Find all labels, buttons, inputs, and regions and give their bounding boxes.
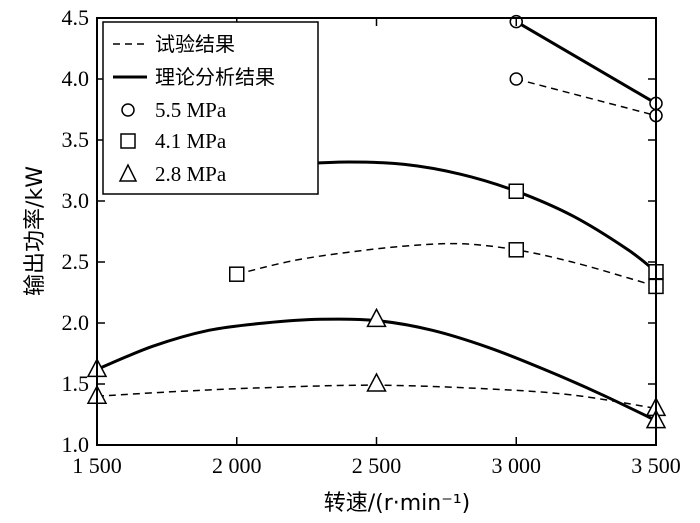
y-tick-label: 4.0 [62, 66, 90, 91]
data-point-circle-0-0 [509, 72, 523, 86]
legend-triangle-marker [118, 163, 138, 182]
legend-experimental-label: 试验结果 [155, 32, 235, 56]
legend-p41-label: 4.1 MPa [155, 129, 227, 153]
legend: 试验结果 理论分析结果 5.5 MPa 4.1 MPa 2.8 MPa [102, 21, 319, 195]
data-point-square-3-0 [508, 183, 524, 199]
y-tick-label: 1.0 [62, 432, 90, 457]
x-tick-label: 3 500 [631, 453, 681, 478]
legend-box [102, 21, 319, 195]
y-tick-label: 1.5 [62, 371, 90, 396]
x-tick-label: 3 000 [492, 453, 542, 478]
experimental-5.5mpa-line [516, 78, 657, 117]
y-tick-label: 4.5 [62, 5, 90, 30]
legend-p55-label: 5.5 MPa [155, 98, 227, 122]
axis-tick-labels: 1 500 2 000 2 500 3 000 3 500 1.0 1.5 2.0 2.5 3.0… [62, 5, 681, 478]
x-tick-label: 2 000 [212, 453, 262, 478]
experimental-4.1mpa-line [236, 242, 657, 288]
y-tick-label: 2.0 [62, 310, 90, 335]
legend-p28-label: 2.8 MPa [155, 162, 227, 186]
theoretical-5.5mpa-line [515, 20, 657, 105]
legend-circle-marker [121, 103, 135, 117]
data-point-triangle-4-1 [366, 372, 387, 392]
legend-square-marker [120, 133, 136, 149]
y-tick-label: 3.0 [62, 188, 90, 213]
data-point-triangle-5-1 [366, 307, 387, 328]
data-point-square-2-0 [229, 266, 245, 282]
x-tick-label: 1 500 [72, 453, 122, 478]
data-point-square-2-1 [508, 242, 524, 258]
y-tick-label: 2.5 [62, 249, 90, 274]
y-tick-label: 3.5 [62, 127, 90, 152]
x-axis-label: 转速/(r·min⁻¹) [324, 491, 471, 516]
theoretical-2.8mpa-line [96, 317, 657, 422]
axis-ticks [96, 17, 657, 446]
y-axis-label: 输出功率/kW [23, 166, 48, 296]
x-tick-label: 2 500 [352, 453, 402, 478]
legend-theoretical-label: 理论分析结果 [155, 65, 275, 89]
